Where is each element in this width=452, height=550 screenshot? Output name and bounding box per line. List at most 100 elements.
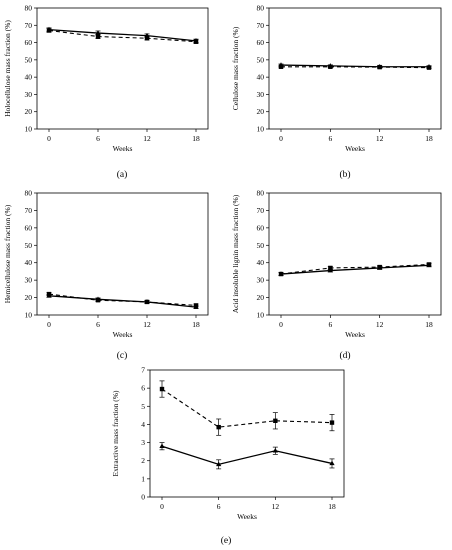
series-line	[161, 388, 333, 428]
data-point	[328, 64, 333, 69]
series-dashed	[46, 28, 199, 44]
data-point	[46, 291, 52, 297]
data-point	[329, 420, 335, 425]
x-tick-label: 0	[160, 502, 164, 511]
x-axis-label: Weeks	[113, 330, 133, 339]
y-tick-label: 10	[25, 311, 33, 320]
x-tick-label: 6	[328, 134, 332, 143]
series-line	[48, 293, 197, 306]
y-tick-label: 1	[141, 474, 145, 483]
plot-frame	[149, 369, 345, 498]
x-tick-label: 18	[425, 320, 433, 329]
data-point	[329, 460, 335, 466]
y-tick-label: 20	[257, 107, 265, 116]
y-tick-label: 20	[25, 293, 33, 302]
y-tick-label: 20	[257, 293, 265, 302]
y-tick-label: 80	[25, 4, 33, 13]
chart-panel-2: 10 20 30 40 50 60 70 80 0 6 12 18 Weeks Cellulose mas…	[231, 4, 442, 180]
x-axis-label: Weeks	[237, 512, 257, 521]
data-point	[272, 447, 278, 453]
data-point	[278, 64, 284, 69]
y-tick-label: 40	[257, 73, 265, 82]
y-tick-label: 40	[257, 258, 265, 267]
y-tick-label: 30	[257, 276, 265, 285]
x-tick-label: 6	[96, 320, 100, 329]
y-tick-label: 7	[141, 366, 145, 375]
x-tick-label: 0	[279, 134, 283, 143]
y-tick-label: 30	[25, 90, 33, 99]
data-point	[95, 297, 101, 303]
x-tick-label: 18	[192, 320, 200, 329]
y-tick-label: 10	[257, 311, 265, 320]
data-point	[273, 418, 278, 423]
x-tick-label: 0	[47, 134, 51, 143]
x-tick-label: 18	[425, 134, 433, 143]
y-tick-label: 40	[25, 258, 33, 267]
y-tick-label: 5	[141, 402, 145, 411]
data-point	[216, 461, 222, 467]
x-tick-label: 6	[217, 502, 221, 511]
y-tick-label: 70	[25, 206, 33, 215]
chart-panel-3: 10 20 30 40 50 60 70 80 0 6 12 18 Weeks Hemicellulose…	[3, 189, 209, 361]
data-point	[46, 28, 52, 33]
series-dashed	[159, 380, 335, 436]
data-point	[426, 65, 432, 70]
y-axis-label: Extractive mass fraction (%)	[111, 390, 120, 477]
x-tick-label: 6	[328, 320, 332, 329]
y-tick-label: 40	[25, 73, 33, 82]
plot-frame	[36, 7, 209, 130]
y-axis-label: Holocellulose mass fraction (%)	[3, 20, 12, 117]
panel-label: (b)	[339, 169, 350, 180]
series-solid	[278, 262, 432, 276]
x-tick-label: 18	[192, 134, 200, 143]
data-point	[216, 424, 221, 430]
x-tick-label: 12	[143, 320, 151, 329]
series-line	[280, 263, 430, 275]
y-tick-label: 60	[25, 38, 33, 47]
series-dashed	[278, 64, 432, 70]
data-point	[193, 303, 199, 308]
y-tick-label: 70	[25, 21, 33, 30]
y-tick-label: 30	[25, 276, 33, 285]
chart-panel-4: 10 20 30 40 50 60 70 80 0 6 12 18 Weeks Acid insolubl…	[231, 189, 442, 361]
y-tick-label: 70	[257, 21, 265, 30]
series-dashed	[278, 262, 432, 277]
x-tick-label: 0	[279, 320, 283, 329]
x-tick-label: 6	[96, 134, 100, 143]
series-line	[280, 264, 430, 275]
plot-frame	[268, 192, 442, 316]
panel-label: (a)	[117, 169, 128, 180]
y-axis-label: Cellulose mass fraction (%)	[231, 26, 240, 110]
y-tick-label: 10	[257, 125, 265, 134]
y-tick-label: 60	[257, 38, 265, 47]
x-tick-label: 12	[376, 320, 384, 329]
data-point	[159, 443, 165, 448]
chart-panel-1: 10 20 30 40 50 60 70 80 0 6 12 18 Weeks Holocellulose…	[3, 4, 209, 180]
series-line	[48, 29, 197, 43]
data-point	[377, 64, 382, 70]
panel-label: (e)	[221, 535, 232, 546]
data-point	[377, 264, 382, 270]
x-axis-label: Weeks	[345, 330, 365, 339]
series-solid	[159, 442, 335, 470]
series-line	[280, 64, 429, 68]
y-tick-label: 6	[141, 384, 145, 393]
y-tick-label: 50	[257, 241, 265, 250]
y-tick-label: 2	[141, 456, 145, 465]
x-tick-label: 12	[272, 502, 280, 511]
y-tick-label: 80	[257, 189, 265, 198]
plot-frame	[268, 7, 442, 130]
y-tick-label: 0	[141, 493, 145, 502]
y-tick-label: 20	[25, 107, 33, 116]
y-tick-label: 50	[25, 241, 33, 250]
data-point	[193, 39, 199, 44]
data-point	[426, 262, 432, 267]
series-line	[48, 28, 197, 42]
data-point	[278, 271, 284, 277]
plot-frame	[36, 192, 209, 316]
series-line	[161, 445, 333, 466]
data-point	[95, 34, 101, 39]
panel-label: (d)	[339, 350, 350, 361]
